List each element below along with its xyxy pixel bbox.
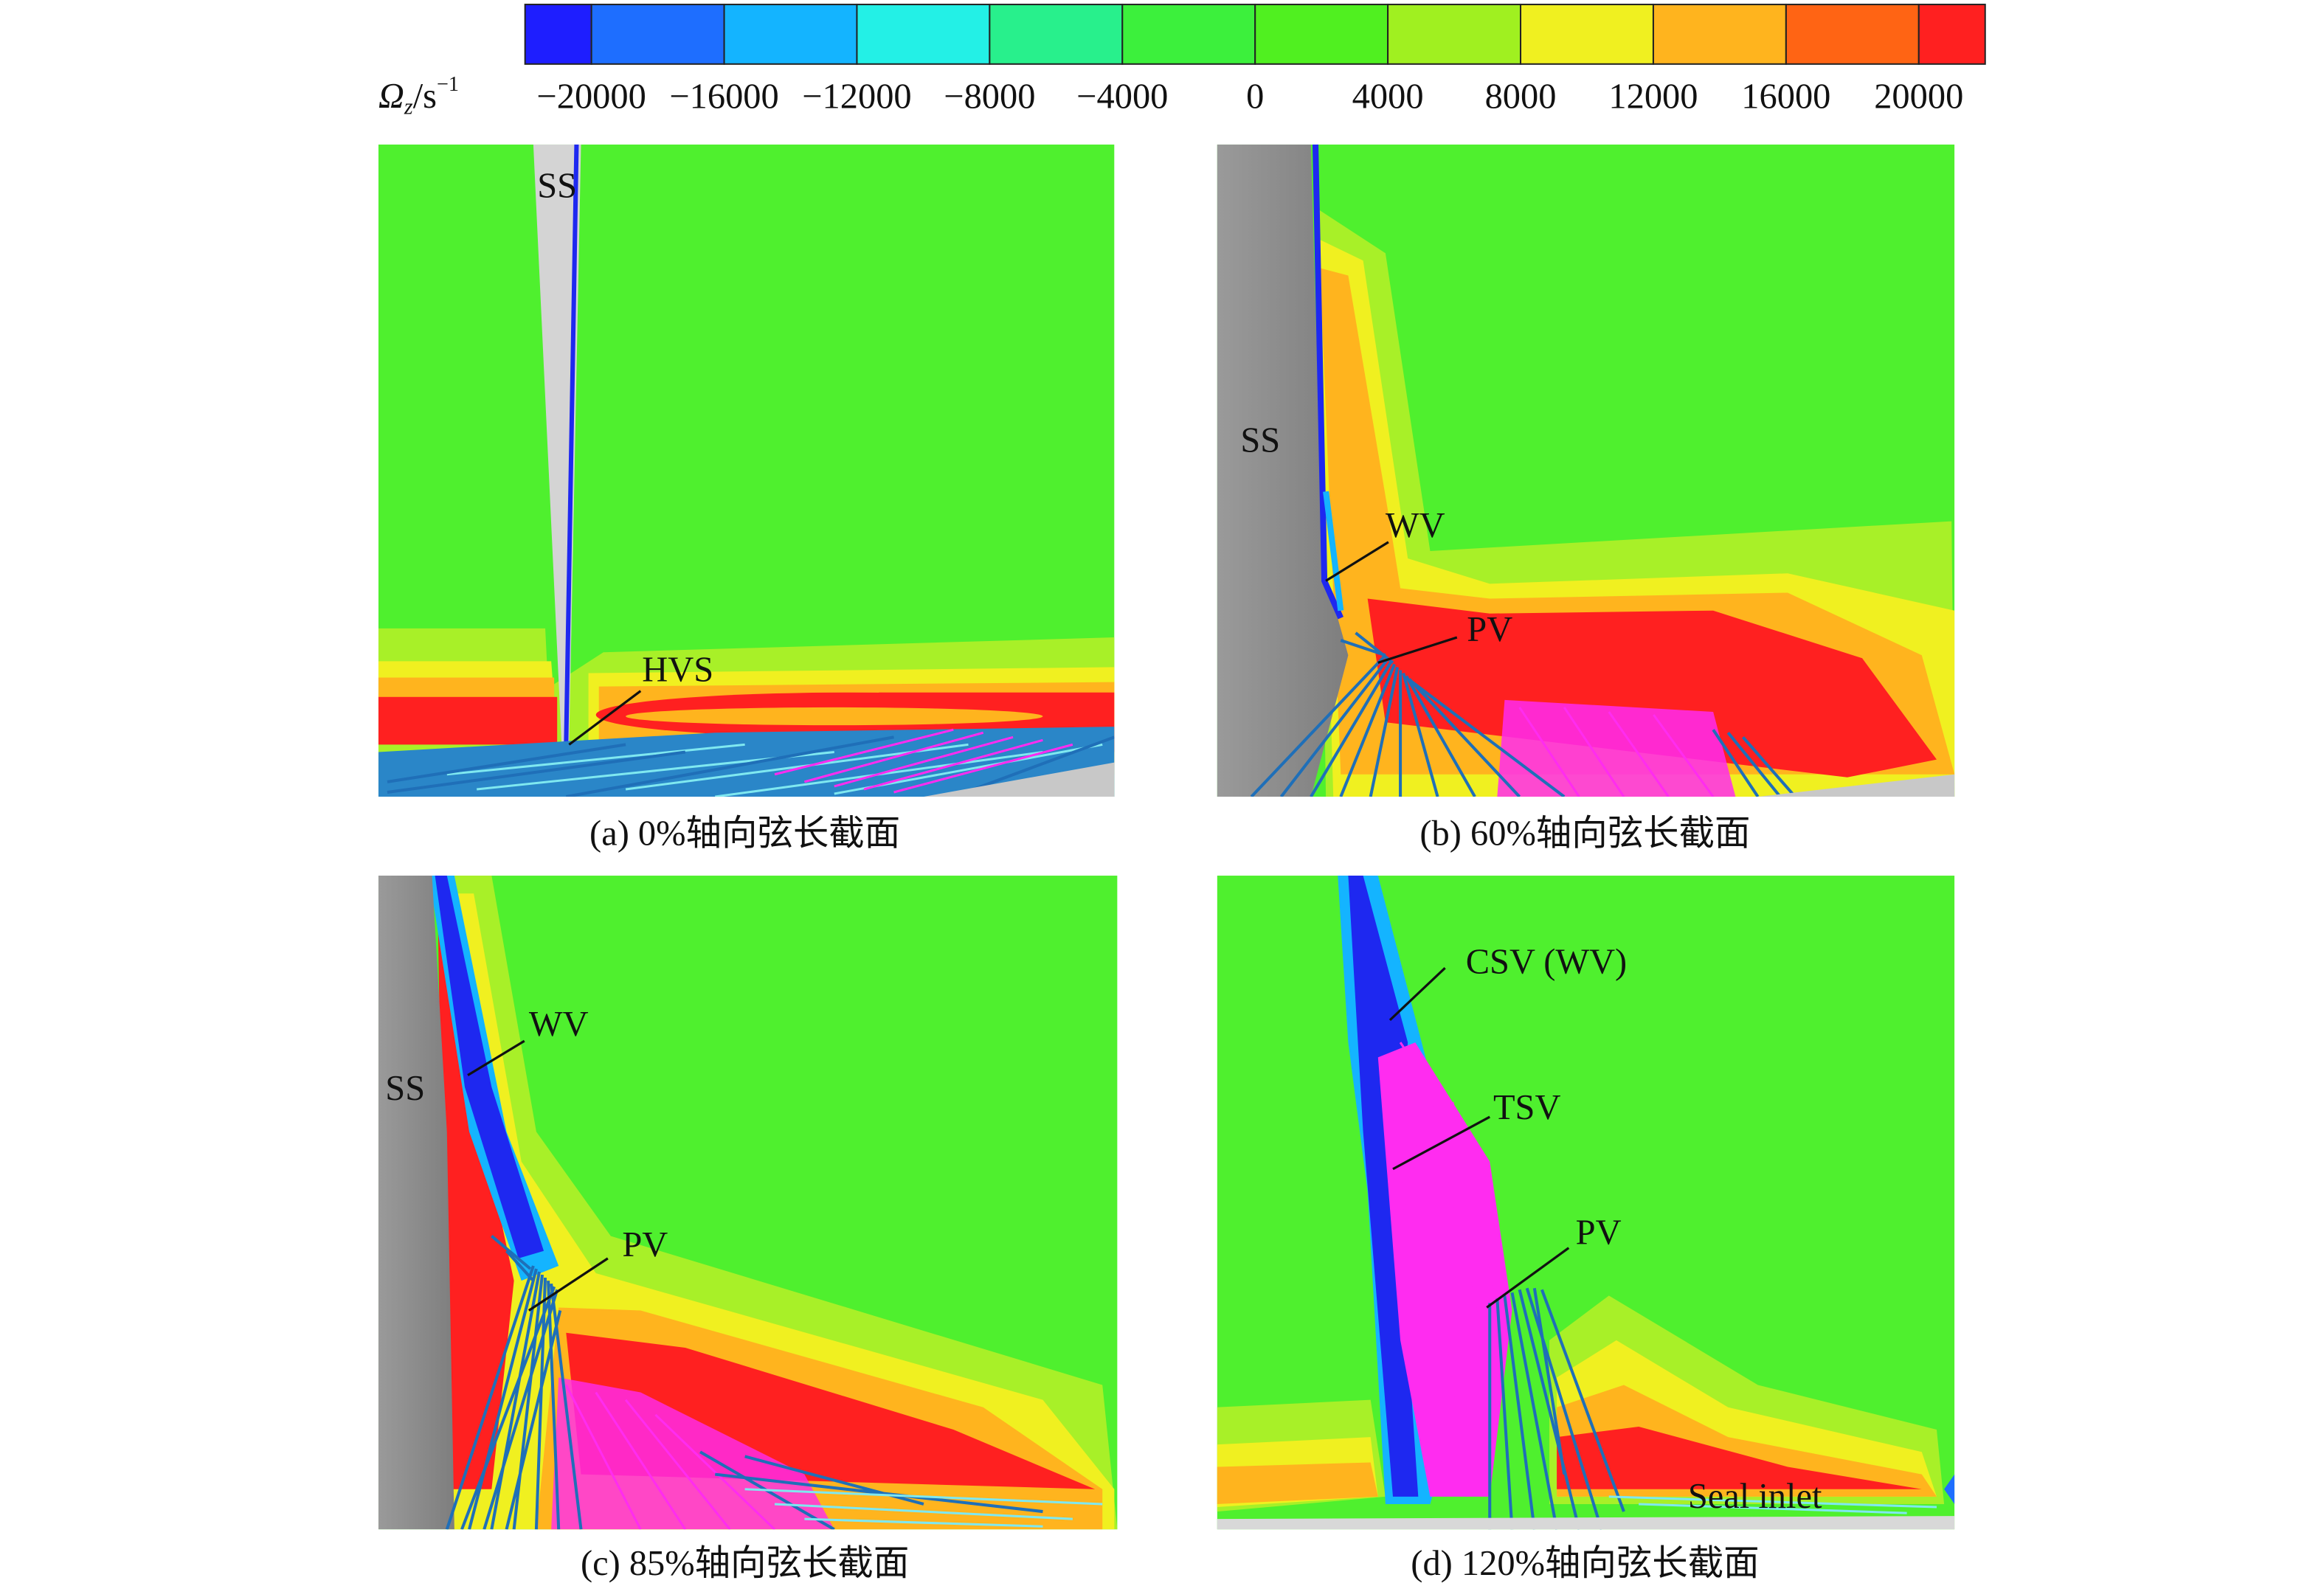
colorbar-bin (1254, 4, 1389, 65)
colorbar-label: Ωz/s−1 (378, 74, 459, 120)
leader-line (528, 1257, 609, 1312)
colorbar-bin (723, 4, 858, 65)
colorbar-bin (1387, 4, 1522, 65)
panel-c (378, 876, 1118, 1530)
colorbar-bin (1917, 4, 1986, 65)
colorbar-bin (1520, 4, 1654, 65)
colorbar-bin (1785, 4, 1920, 65)
colorbar-tick-label: 20000 (1874, 77, 1963, 116)
leader-line (467, 1039, 525, 1076)
panel-caption: (b) 60%轴向弦长截面 (1419, 814, 1750, 853)
region-label: PV (622, 1225, 668, 1264)
leader-line (1486, 1247, 1570, 1309)
region-label: Seal inlet (1688, 1477, 1822, 1516)
panel-d (1217, 876, 1955, 1530)
panel-caption: (c) 85%轴向弦长截面 (581, 1544, 909, 1583)
leader-line (1388, 967, 1446, 1022)
colorbar-tick-label: −16000 (669, 77, 778, 116)
colorbar-tick-label: 12000 (1608, 77, 1698, 116)
colorbar-tick-label: −12000 (802, 77, 911, 116)
region-label: SS (1240, 421, 1280, 460)
leader-line (1325, 541, 1389, 582)
region-label: PV (1467, 610, 1512, 649)
colorbar-tick-label: −4000 (1076, 77, 1168, 116)
colorbar-tick-label: 0 (1246, 77, 1264, 116)
region-label: SS (385, 1069, 425, 1108)
colorbar-tick-label: −20000 (536, 77, 646, 116)
colorbar-bin (1121, 4, 1256, 65)
region-label: CSV (WV) (1466, 942, 1627, 981)
colorbar-bin (524, 4, 592, 65)
region-label: WV (1386, 506, 1445, 545)
region-label: SS (537, 167, 577, 206)
colorbar-tick-label: 4000 (1352, 77, 1424, 116)
panel-a (378, 144, 1115, 797)
region-label: PV (1576, 1213, 1622, 1253)
leader-line (1377, 636, 1458, 664)
colorbar-tick-label: 16000 (1741, 77, 1830, 116)
colorbar-bin (989, 4, 1124, 65)
colorbar-bin (1652, 4, 1787, 65)
region-label: WV (529, 1005, 589, 1044)
panel-caption: (a) 0%轴向弦长截面 (589, 814, 900, 853)
colorbar-tick-label: −8000 (944, 77, 1035, 116)
leader-line (1392, 1115, 1490, 1171)
region-label: TSV (1493, 1088, 1561, 1127)
colorbar: −20000 −16000 −12000 −8000 −4000 0 4000 8000 120… (524, 4, 1986, 116)
panel-caption: (d) 120%轴向弦长截面 (1411, 1544, 1759, 1583)
colorbar-bin (856, 4, 991, 65)
colorbar-tick-label: 8000 (1485, 77, 1557, 116)
region-label: HVS (642, 651, 713, 690)
panel-b (1217, 144, 1955, 797)
leader-line (568, 690, 642, 746)
colorbar-bin (590, 4, 725, 65)
